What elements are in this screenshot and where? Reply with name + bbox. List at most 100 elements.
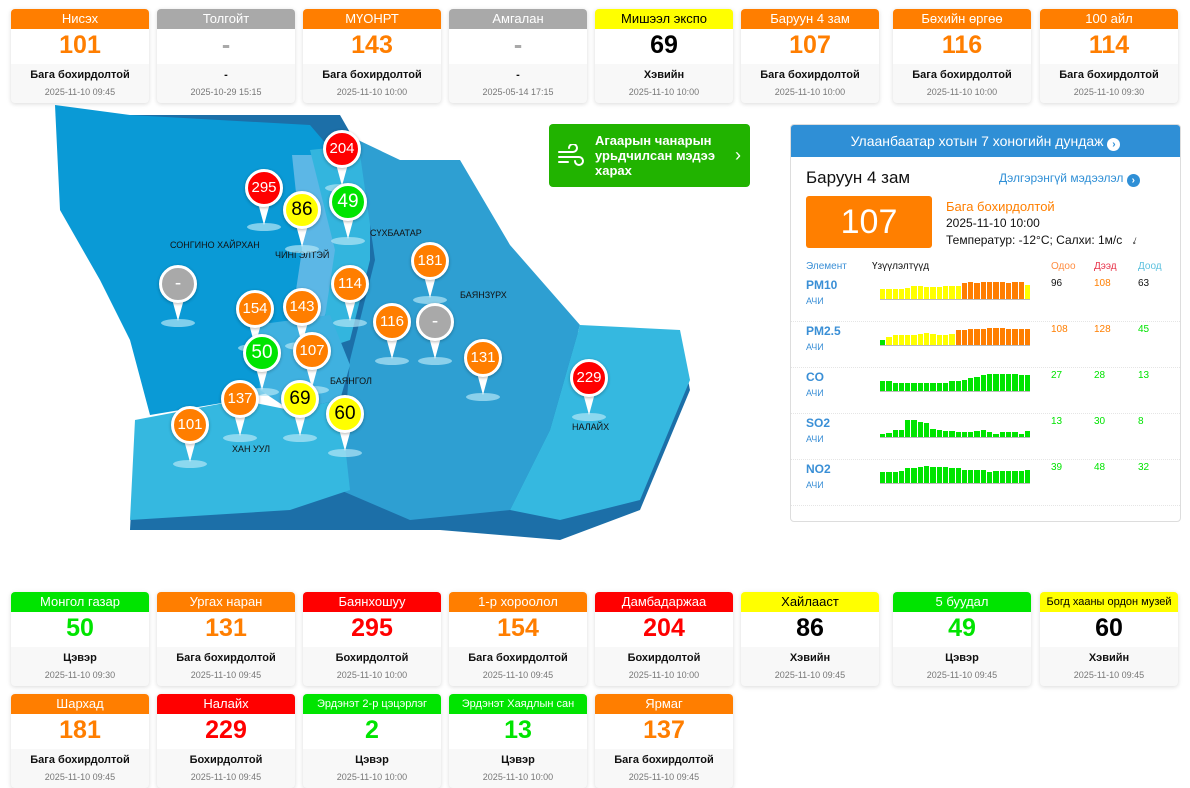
- history-bar[interactable]: [924, 333, 930, 345]
- station-card[interactable]: Хайлааст 86 Хэвийн 2025-11-10 09:45: [741, 592, 879, 686]
- history-bar[interactable]: [905, 335, 911, 345]
- station-card[interactable]: Богд хааны ордон музей 60 Хэвийн 2025-11…: [1040, 592, 1178, 686]
- history-bar[interactable]: [880, 433, 886, 437]
- history-bar[interactable]: [961, 469, 968, 483]
- history-bar[interactable]: [968, 469, 974, 483]
- history-bar[interactable]: [892, 471, 898, 483]
- history-bar[interactable]: [974, 377, 980, 391]
- history-bar[interactable]: [955, 380, 961, 391]
- station-card[interactable]: Налайх 229 Бохирдолтой 2025-11-10 09:45: [157, 694, 295, 788]
- history-bar[interactable]: [961, 431, 968, 437]
- history-bar[interactable]: [936, 429, 942, 437]
- history-bar[interactable]: [880, 471, 886, 483]
- station-card[interactable]: 1-р хороолол 154 Бага бохирдолтой 2025-1…: [449, 592, 587, 686]
- history-bar[interactable]: [968, 282, 974, 299]
- history-bar[interactable]: [1018, 470, 1024, 483]
- history-bar[interactable]: [905, 287, 911, 299]
- history-bar[interactable]: [980, 328, 987, 345]
- history-bar[interactable]: [911, 468, 917, 483]
- history-bar[interactable]: [1024, 285, 1031, 299]
- station-card[interactable]: Шархад 181 Бага бохирдолтой 2025-11-10 0…: [11, 694, 149, 788]
- history-bar[interactable]: [942, 467, 949, 483]
- history-bar[interactable]: [917, 383, 924, 391]
- station-card[interactable]: Мишээл экспо 69 Хэвийн 2025-11-10 10:00: [595, 9, 733, 103]
- history-bar[interactable]: [911, 383, 917, 391]
- history-bar[interactable]: [886, 432, 892, 437]
- history-bar[interactable]: [974, 329, 980, 345]
- history-bar[interactable]: [949, 468, 955, 483]
- history-bar[interactable]: [892, 288, 898, 299]
- history-bar[interactable]: [1024, 375, 1031, 391]
- history-bar[interactable]: [1012, 431, 1018, 437]
- history-bar[interactable]: [924, 423, 930, 437]
- history-bar[interactable]: [1005, 328, 1012, 345]
- station-card[interactable]: Монгол газар 50 Цэвэр 2025-11-10 09:30: [11, 592, 149, 686]
- station-pin[interactable]: -: [158, 265, 198, 335]
- station-card[interactable]: Нисэх 101 Бага бохирдолтой 2025-11-10 09…: [11, 9, 149, 103]
- history-bar[interactable]: [1005, 374, 1012, 391]
- history-bar[interactable]: [1012, 328, 1018, 345]
- station-card[interactable]: Толгойт - - 2025-10-29 15:15: [157, 9, 295, 103]
- history-bar[interactable]: [880, 289, 886, 299]
- station-pin[interactable]: 49: [328, 183, 368, 253]
- history-bar[interactable]: [898, 383, 905, 391]
- history-bar[interactable]: [898, 429, 905, 437]
- station-card[interactable]: Эрдэнэт 2-р цэцэрлэг 2 Цэвэр 2025-11-10 …: [303, 694, 441, 788]
- station-card[interactable]: МҮОНРТ 143 Бага бохирдолтой 2025-11-10 1…: [303, 9, 441, 103]
- history-bar[interactable]: [892, 429, 898, 437]
- history-bar[interactable]: [930, 467, 936, 483]
- history-bar[interactable]: [1018, 375, 1024, 391]
- history-bar[interactable]: [987, 374, 993, 391]
- history-bar[interactable]: [1018, 433, 1024, 437]
- station-pin[interactable]: 60: [325, 395, 365, 465]
- history-bar[interactable]: [1024, 430, 1031, 437]
- history-bar[interactable]: [1024, 469, 1031, 483]
- station-card[interactable]: Дамбадаржаа 204 Бохирдолтой 2025-11-10 1…: [595, 592, 733, 686]
- history-bar[interactable]: [968, 431, 974, 437]
- history-bar[interactable]: [1005, 282, 1012, 299]
- history-bar[interactable]: [980, 282, 987, 299]
- history-bar[interactable]: [1012, 470, 1018, 483]
- station-pin[interactable]: 50: [242, 334, 282, 404]
- station-pin[interactable]: 114: [330, 265, 370, 335]
- history-bar[interactable]: [942, 285, 949, 299]
- history-bar[interactable]: [924, 466, 930, 483]
- history-bar[interactable]: [905, 420, 911, 437]
- history-bar[interactable]: [930, 333, 936, 345]
- history-bar[interactable]: [917, 333, 924, 345]
- history-bar[interactable]: [980, 429, 987, 437]
- history-bar[interactable]: [936, 467, 942, 483]
- history-bar[interactable]: [949, 333, 955, 345]
- history-bar[interactable]: [1012, 374, 1018, 391]
- history-bar[interactable]: [930, 286, 936, 299]
- history-bar[interactable]: [930, 428, 936, 437]
- history-bar[interactable]: [999, 282, 1005, 299]
- history-bar[interactable]: [987, 328, 993, 345]
- history-bar[interactable]: [949, 381, 955, 391]
- station-pin[interactable]: 116: [372, 303, 412, 373]
- history-bar[interactable]: [955, 285, 961, 299]
- history-bar[interactable]: [974, 282, 980, 299]
- history-bar[interactable]: [955, 431, 961, 437]
- history-bar[interactable]: [886, 381, 892, 391]
- station-pin[interactable]: 69: [280, 380, 320, 450]
- history-bar[interactable]: [886, 471, 892, 483]
- history-bar[interactable]: [917, 467, 924, 483]
- history-bar[interactable]: [911, 420, 917, 437]
- history-bar[interactable]: [968, 377, 974, 391]
- history-bar[interactable]: [987, 471, 993, 483]
- station-pin[interactable]: 181: [410, 242, 450, 312]
- station-pin[interactable]: 101: [170, 406, 210, 476]
- station-pin[interactable]: 86: [282, 191, 322, 261]
- station-card[interactable]: Эрдэнэт Хаядлын сан 13 Цэвэр 2025-11-10 …: [449, 694, 587, 788]
- history-bar[interactable]: [930, 383, 936, 391]
- panel-header[interactable]: Улаанбаатар хотын 7 хоногийн дундаж ›: [791, 125, 1180, 157]
- district-bayanzurkh[interactable]: [340, 140, 580, 520]
- history-bar[interactable]: [942, 383, 949, 391]
- district-map[interactable]: СОНГИНО ХАЙРХАН СҮХБААТАР ЧИНГЭЛТЭЙ БАЯНЗҮР…: [40, 100, 740, 580]
- history-bar[interactable]: [1005, 431, 1012, 437]
- station-card[interactable]: Ургах наран 131 Бага бохирдолтой 2025-11…: [157, 592, 295, 686]
- history-bar[interactable]: [1024, 329, 1031, 345]
- forecast-button[interactable]: Агаарын чанарын урьдчилсан мэдээ харах ›: [549, 124, 750, 187]
- history-bar[interactable]: [886, 288, 892, 299]
